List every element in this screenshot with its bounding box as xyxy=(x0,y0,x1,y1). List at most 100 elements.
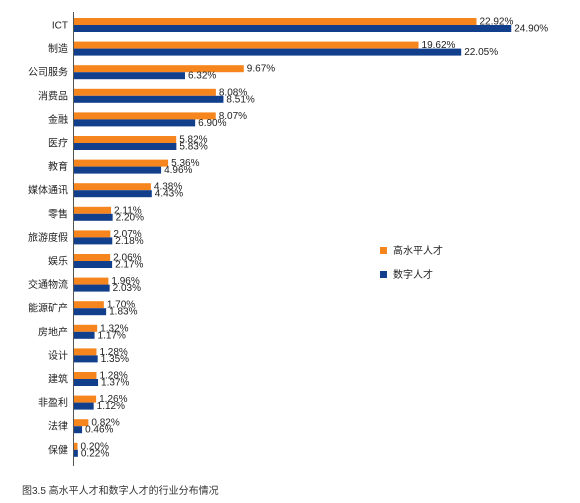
value-label: 2.07% xyxy=(113,229,141,240)
value-label: 2.03% xyxy=(113,283,141,294)
value-label: 1.12% xyxy=(97,401,125,412)
bar-high-level-talent xyxy=(74,348,97,356)
bar-digital-talent xyxy=(74,402,94,410)
value-label: 0.82% xyxy=(91,418,119,429)
value-label: 2.18% xyxy=(115,236,143,247)
value-label: 19.62% xyxy=(422,40,456,51)
category-label: 房地产 xyxy=(38,325,68,338)
chart-caption: 图3.5 高水平人才和数字人才的行业分布情况 xyxy=(22,486,219,497)
value-label: 5.82% xyxy=(179,135,207,146)
legend-label: 数字人才 xyxy=(393,268,433,281)
bar-digital-talent xyxy=(74,284,110,292)
value-label: 1.35% xyxy=(101,354,129,365)
value-label: 2.20% xyxy=(116,212,144,223)
category-label: 公司服务 xyxy=(28,66,68,79)
bar-high-level-talent xyxy=(74,183,151,191)
value-label: 2.11% xyxy=(114,205,142,216)
value-label: 4.43% xyxy=(155,189,183,200)
value-label: 0.22% xyxy=(81,448,109,459)
bar-digital-talent xyxy=(74,143,177,150)
value-label: 5.83% xyxy=(179,142,207,153)
bar-high-level-talent xyxy=(74,277,109,285)
bar-high-level-talent xyxy=(74,112,216,120)
bar-digital-talent xyxy=(74,95,224,103)
category-label: 能源矿产 xyxy=(28,302,68,315)
bar-high-level-talent xyxy=(74,88,216,96)
bar-digital-talent xyxy=(74,379,99,386)
bar-digital-talent xyxy=(74,426,83,434)
value-label: 1.70% xyxy=(107,300,135,311)
value-label: 1.32% xyxy=(100,323,128,334)
value-label: 1.28% xyxy=(99,371,127,382)
value-label: 0.46% xyxy=(85,425,113,436)
value-label: 1.37% xyxy=(101,378,129,389)
category-label: 建筑 xyxy=(48,373,68,386)
value-label: 8.51% xyxy=(226,94,254,105)
bar-high-level-talent xyxy=(74,442,78,450)
category-label: 保健 xyxy=(48,443,68,456)
legend-swatch xyxy=(380,271,387,278)
bar-high-level-talent xyxy=(74,254,111,261)
value-label: 4.96% xyxy=(164,165,192,176)
value-label: 2.06% xyxy=(113,253,141,264)
category-label: ICT xyxy=(52,21,68,32)
value-label: 8.08% xyxy=(219,87,247,98)
bar-digital-talent xyxy=(74,261,113,268)
category-label: 旅游度假 xyxy=(28,231,68,244)
category-label: 交通物流 xyxy=(28,278,68,291)
bar-high-level-talent xyxy=(74,230,111,238)
bar-high-level-talent xyxy=(74,372,97,379)
value-label: 24.90% xyxy=(514,24,548,35)
bar-digital-talent xyxy=(74,331,95,339)
bar-high-level-talent xyxy=(74,41,419,49)
value-label: 1.17% xyxy=(98,330,126,341)
legend-label: 高水平人才 xyxy=(393,244,443,257)
bar-digital-talent xyxy=(74,119,196,127)
value-label: 22.92% xyxy=(479,17,513,28)
category-label: 法律 xyxy=(48,420,68,433)
bar-digital-talent xyxy=(74,72,185,80)
category-label: 消费品 xyxy=(38,89,68,102)
category-label: 媒体通讯 xyxy=(28,185,68,197)
bar-high-level-talent xyxy=(74,301,104,309)
bar-high-level-talent xyxy=(74,136,177,143)
value-label: 9.67% xyxy=(247,64,275,75)
bar-high-level-talent xyxy=(74,159,169,167)
bar-digital-talent xyxy=(74,355,98,363)
bar-high-level-talent xyxy=(74,324,98,332)
bar-digital-talent xyxy=(74,25,512,32)
value-label: 1.26% xyxy=(99,394,127,405)
bar-high-level-talent xyxy=(74,395,97,403)
bar-digital-talent xyxy=(74,213,113,221)
value-label: 1.96% xyxy=(111,276,139,287)
value-label: 1.83% xyxy=(109,307,137,318)
value-label: 2.17% xyxy=(115,260,143,271)
value-label: 0.20% xyxy=(81,441,109,452)
category-label: 医疗 xyxy=(48,137,68,150)
value-label: 8.07% xyxy=(219,111,247,122)
category-label: 金融 xyxy=(48,113,68,126)
value-label: 1.28% xyxy=(99,347,127,358)
value-label: 6.90% xyxy=(198,118,226,129)
value-label: 6.32% xyxy=(188,71,216,82)
bar-digital-talent xyxy=(74,166,162,174)
legend-swatch xyxy=(380,247,387,254)
bar-high-level-talent xyxy=(74,18,477,25)
bar-high-level-talent xyxy=(74,419,89,427)
bar-digital-talent xyxy=(74,237,113,245)
category-label: 设计 xyxy=(48,349,68,362)
category-label: 制造 xyxy=(48,42,68,55)
category-label: 非盈利 xyxy=(38,397,68,409)
bar-high-level-talent xyxy=(74,206,112,214)
bar-high-level-talent xyxy=(74,65,244,73)
value-label: 22.05% xyxy=(464,47,498,58)
bar-digital-talent xyxy=(74,190,152,198)
value-label: 5.36% xyxy=(171,158,199,169)
bar-digital-talent xyxy=(74,48,462,56)
category-label: 娱乐 xyxy=(48,255,68,268)
category-label: 零售 xyxy=(48,207,68,220)
value-label: 4.38% xyxy=(154,182,182,193)
bar-digital-talent xyxy=(74,449,78,457)
